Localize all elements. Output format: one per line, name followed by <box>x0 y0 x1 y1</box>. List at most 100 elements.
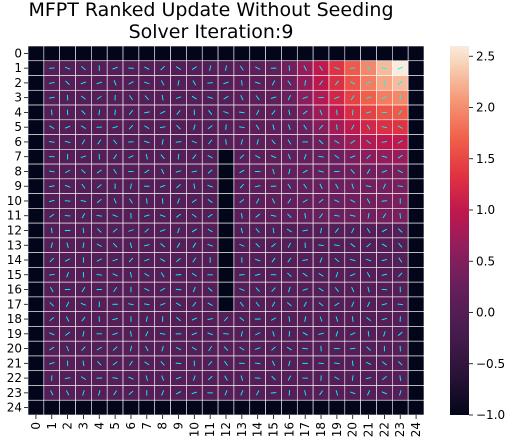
x-tick-label: 5 <box>108 422 122 430</box>
quiver-arrow <box>255 390 260 396</box>
quiver-arrow <box>192 242 197 248</box>
quiver-arrow <box>397 185 404 188</box>
quiver-arrow <box>287 375 292 381</box>
quiver-arrow <box>223 81 229 85</box>
heatmap-cell <box>27 252 45 268</box>
quiver-arrow <box>160 272 165 278</box>
quiver-arrow <box>381 155 388 158</box>
quiver-arrow <box>159 302 166 306</box>
quiver-arrow <box>144 95 149 101</box>
x-tick-label: 3 <box>76 422 90 430</box>
quiver-arrow <box>351 183 354 189</box>
y-tick-label: 10 <box>7 194 22 208</box>
quiver-arrow <box>255 287 260 292</box>
y-tick-label: 3 <box>14 91 22 105</box>
quiver-arrow <box>351 109 354 116</box>
quiver-arrow <box>304 80 307 86</box>
quiver-arrow <box>129 95 133 101</box>
quiver-arrow <box>48 170 55 173</box>
y-tick-label: 11 <box>7 209 22 223</box>
quiver-arrow <box>239 301 244 307</box>
x-tick-label: 0 <box>29 422 43 430</box>
heatmap-cell <box>407 45 425 62</box>
y-tick-label: 13 <box>7 238 22 252</box>
heatmap-cell <box>407 281 425 298</box>
colorbar-tick-label: 2.5 <box>476 49 495 63</box>
quiver-arrow <box>381 273 388 276</box>
x-tick-label: 21 <box>362 422 376 437</box>
quiver-arrow <box>319 183 323 189</box>
quiver-arrow <box>303 301 307 307</box>
heatmap-cell <box>376 399 393 416</box>
heatmap-cell <box>27 355 45 372</box>
heatmap-cell <box>407 75 425 91</box>
x-tick-label: 2 <box>61 422 75 430</box>
quiver-arrow <box>334 362 340 365</box>
quiver-arrow <box>112 346 118 351</box>
quiver-arrow <box>128 257 134 263</box>
x-tick-label: 16 <box>282 422 296 437</box>
quiver-arrow <box>255 154 261 159</box>
quiver-arrow <box>51 227 53 234</box>
quiver-arrow <box>351 301 355 308</box>
quiver-arrow <box>272 331 275 337</box>
quiver-arrow <box>65 80 70 86</box>
quiver-arrow <box>334 214 340 217</box>
quiver-arrow <box>318 155 324 158</box>
quiver-arrow <box>176 124 181 130</box>
quiver-arrow <box>270 155 277 159</box>
x-tick-label: 22 <box>377 422 391 437</box>
heatmap-cell <box>312 45 330 62</box>
quiver-arrow <box>239 243 245 247</box>
quiver-arrow <box>350 124 355 130</box>
quiver-arrow <box>302 332 308 336</box>
quiver-arrow <box>80 81 87 85</box>
quiver-arrow <box>254 258 261 262</box>
quiver-arrow <box>318 170 324 173</box>
quiver-arrow <box>192 301 197 307</box>
y-tick-label: 23 <box>7 386 22 400</box>
y-tick-label: 2 <box>14 76 22 90</box>
quiver-arrow <box>80 155 87 158</box>
quiver-arrow <box>287 80 292 86</box>
quiver-arrow <box>192 375 196 381</box>
quiver-arrow <box>128 303 134 306</box>
quiver-arrow <box>381 303 388 306</box>
x-tick-label: 19 <box>330 422 344 437</box>
quiver-arrow <box>207 375 213 381</box>
quiver-arrow <box>272 168 275 175</box>
quiver-arrow <box>334 287 339 292</box>
quiver-arrow <box>65 301 70 307</box>
heatmap-cell <box>27 385 45 401</box>
quiver-arrow <box>271 257 276 263</box>
quiver-arrow <box>128 124 134 130</box>
quiver-arrow <box>381 141 388 143</box>
quiver-arrow <box>175 346 182 351</box>
quiver-arrow <box>144 287 150 292</box>
quiver-arrow <box>175 288 182 291</box>
quiver-arrow <box>240 390 244 396</box>
quiver-arrow <box>66 272 70 278</box>
quiver-arrow <box>382 183 386 189</box>
quiver-arrow <box>397 125 403 129</box>
heatmap-cell <box>27 267 45 283</box>
quiver-arrow <box>207 96 213 99</box>
colorbar-tick-label: 0.0 <box>476 306 495 320</box>
quiver-arrow <box>350 199 356 203</box>
colorbar <box>450 46 469 415</box>
quiver-arrow <box>207 228 213 233</box>
quiver-arrow <box>367 331 370 337</box>
y-tick-label: 18 <box>7 312 22 326</box>
quiver-arrow <box>240 375 244 381</box>
heatmap-cell <box>27 311 45 327</box>
quiver-arrow <box>302 259 308 261</box>
quiver-arrow <box>336 124 338 130</box>
y-tick-label: 12 <box>7 224 22 238</box>
quiver-arrow <box>144 169 150 174</box>
heatmap-cell <box>407 104 425 121</box>
quiver-arrow <box>65 390 70 396</box>
heatmap-cell <box>344 45 361 62</box>
quiver-arrow <box>193 183 196 190</box>
quiver-arrow <box>223 316 229 322</box>
